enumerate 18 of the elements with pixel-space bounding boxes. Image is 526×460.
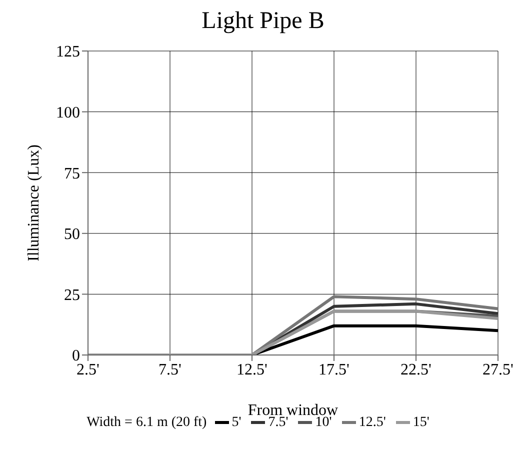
x-tick-label: 12.5' bbox=[236, 361, 268, 378]
legend-label: 5' bbox=[230, 415, 242, 430]
x-tick-label: 17.5' bbox=[318, 361, 350, 378]
legend-label: 15' bbox=[412, 415, 430, 430]
x-tick-label: 22.5' bbox=[400, 361, 432, 378]
y-tick-label: 75 bbox=[64, 165, 80, 182]
y-tick-label: 50 bbox=[64, 226, 80, 244]
y-tick-label: 100 bbox=[56, 104, 80, 122]
y-tick-label: 25 bbox=[64, 286, 80, 304]
legend-label: 10' bbox=[315, 415, 332, 430]
legend-title: Width = 6.1 m (20 ft) bbox=[86, 415, 207, 430]
x-tick-label: 7.5' bbox=[158, 361, 182, 378]
chart-title: Light Pipe B bbox=[200, 8, 326, 35]
y-axis-title: Illuminance (Lux) bbox=[26, 144, 43, 262]
y-tick-label: 125 bbox=[56, 44, 80, 61]
legend-label: 12.5' bbox=[358, 415, 386, 430]
x-tick-label: 27.5' bbox=[482, 361, 514, 378]
legend-label: 7.5' bbox=[268, 415, 288, 430]
